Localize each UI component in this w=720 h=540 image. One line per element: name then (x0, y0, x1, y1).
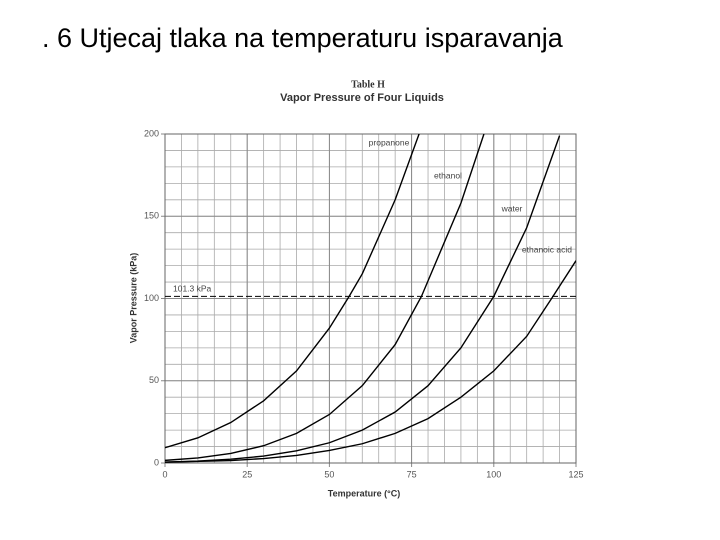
chart-title: Table H (351, 79, 385, 90)
y-tick-label: 50 (149, 375, 159, 385)
series-label: water (501, 203, 523, 213)
x-tick-label: 50 (324, 469, 334, 479)
reference-label: 101.3 kPa (173, 284, 212, 294)
series-line (165, 260, 576, 463)
y-tick-label: 150 (144, 211, 159, 221)
series-line (165, 134, 420, 449)
y-tick-label: 0 (154, 457, 159, 467)
x-tick-label: 25 (242, 469, 252, 479)
x-tick-label: 100 (486, 469, 501, 479)
x-axis-label: Temperature (°C) (328, 488, 400, 498)
x-tick-label: 0 (162, 469, 167, 479)
series-label: ethanoic acid (522, 244, 572, 254)
series-line (165, 135, 561, 463)
x-tick-label: 75 (407, 469, 417, 479)
x-tick-label: 125 (568, 469, 583, 479)
y-tick-label: 200 (144, 128, 159, 138)
series-label: ethanol (434, 170, 462, 180)
series-line (165, 134, 485, 462)
y-axis-label: Vapor Pressure (kPa) (128, 253, 138, 344)
chart-subtitle: Vapor Pressure of Four Liquids (280, 92, 444, 104)
series-label: propanone (369, 137, 410, 147)
slide-title: . 6 Utjecaj tlaka na temperaturu isparav… (42, 23, 564, 53)
plot-frame (164, 133, 577, 464)
y-tick-label: 100 (144, 293, 159, 303)
plot: 0 25 50 75 100 125 0 50 100 150 200 101.3 kPa propan… (144, 128, 584, 479)
